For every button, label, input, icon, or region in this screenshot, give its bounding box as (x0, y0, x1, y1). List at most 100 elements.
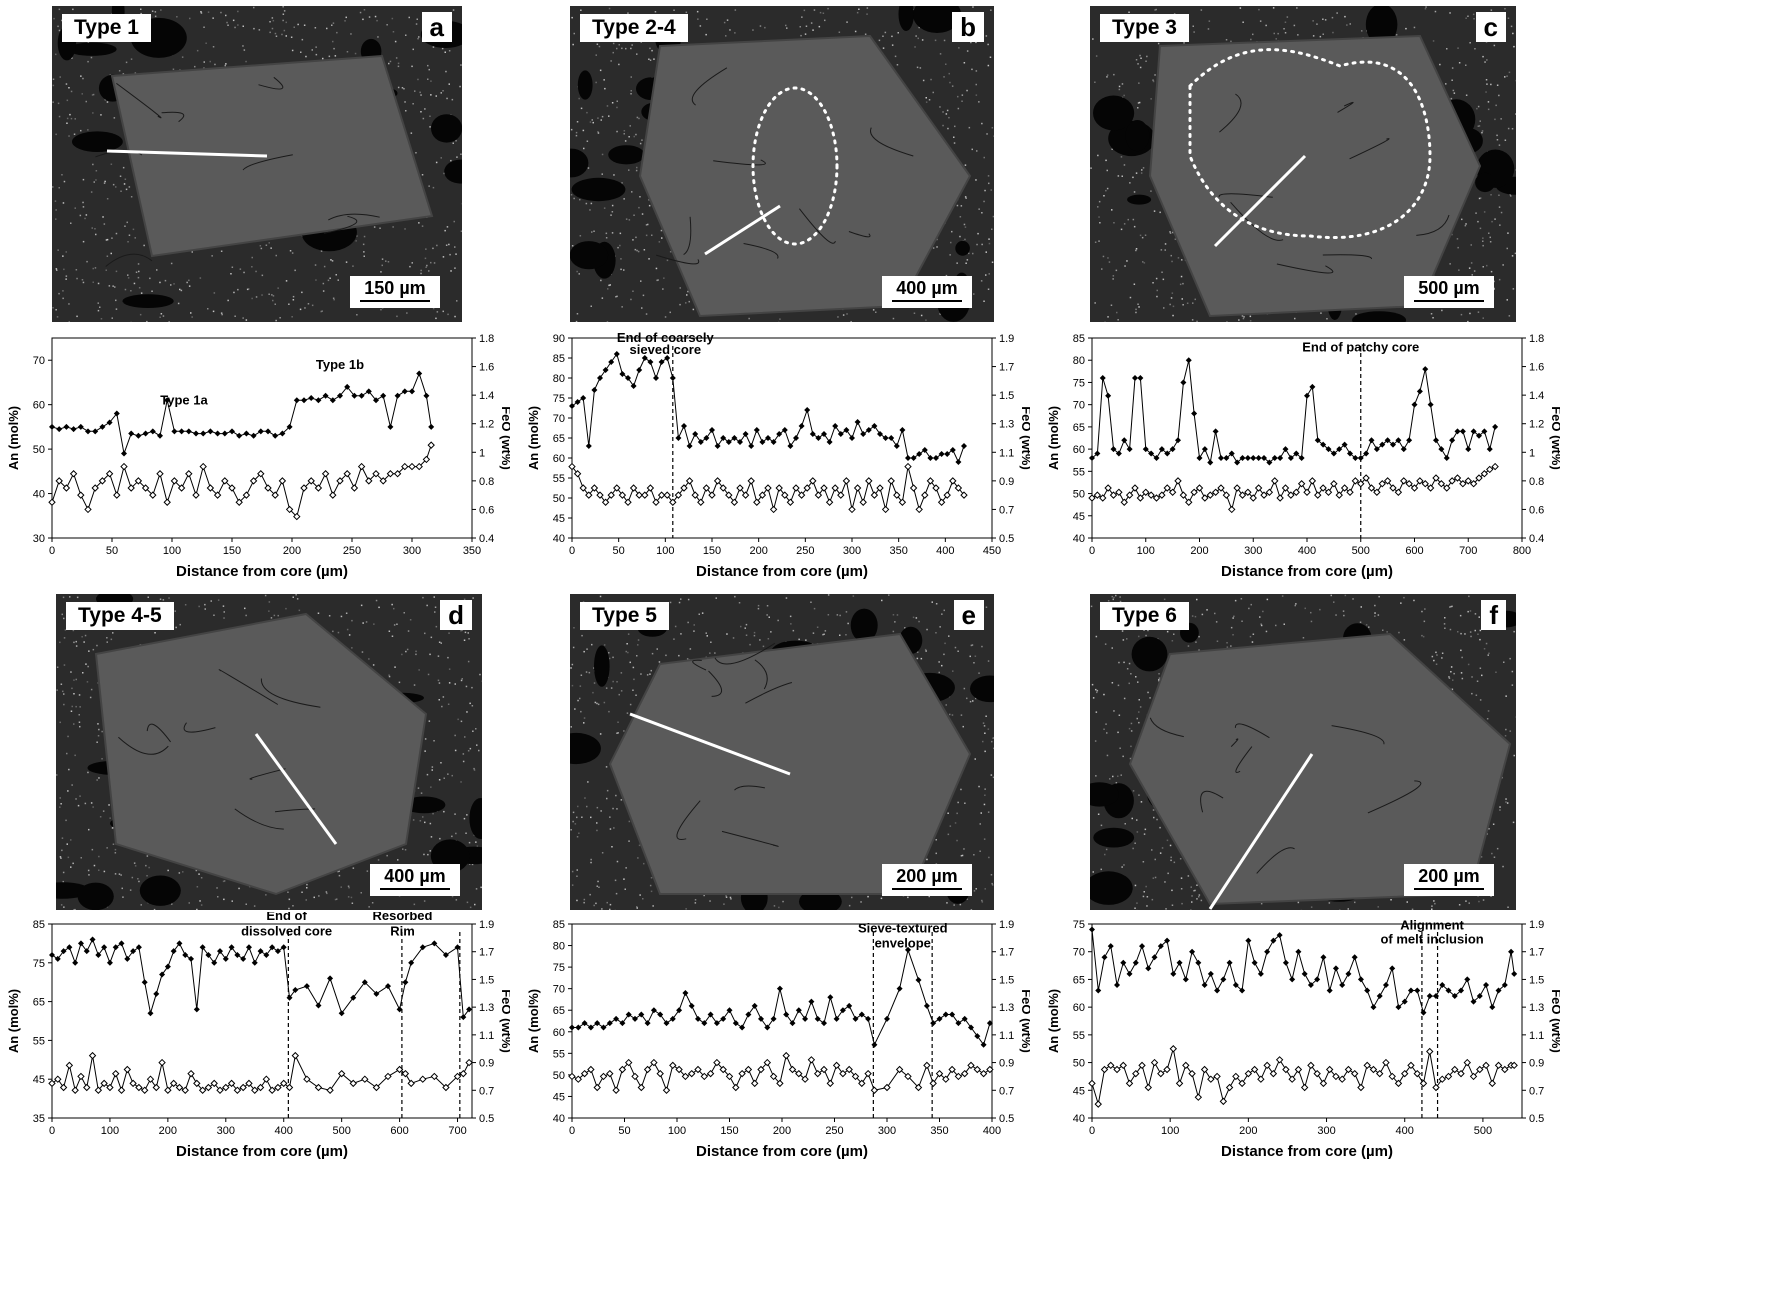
matrix-speck (352, 867, 355, 869)
matrix-speck (154, 632, 156, 634)
matrix-speck (1490, 270, 1493, 273)
matrix-speck (1304, 607, 1306, 610)
matrix-speck (641, 307, 643, 309)
matrix-speck (625, 218, 628, 220)
matrix-speck (601, 297, 604, 299)
matrix-speck (269, 31, 271, 34)
matrix-speck (1359, 621, 1362, 623)
matrix-speck (282, 13, 285, 15)
matrix-speck (255, 270, 257, 273)
matrix-speck (597, 131, 599, 133)
matrix-speck (449, 253, 451, 256)
matrix-speck (79, 795, 81, 797)
matrix-speck (87, 60, 89, 63)
matrix-speck (655, 267, 658, 270)
matrix-speck (401, 653, 403, 656)
matrix-speck (110, 163, 113, 165)
matrix-speck (264, 594, 267, 597)
matrix-speck (71, 705, 73, 708)
matrix-speck (575, 131, 578, 134)
matrix-speck (75, 678, 77, 681)
matrix-speck (200, 877, 203, 879)
matrix-speck (928, 99, 931, 101)
matrix-speck (1386, 631, 1388, 633)
matrix-speck (1169, 231, 1171, 233)
matrix-speck (961, 854, 964, 857)
matrix-speck (222, 605, 225, 607)
micrograph-e: Type 5 e 200 µm (570, 594, 994, 910)
matrix-speck (328, 55, 331, 58)
matrix-speck (1283, 28, 1285, 30)
matrix-speck (645, 234, 648, 237)
matrix-speck (987, 811, 990, 813)
matrix-speck (73, 723, 75, 725)
matrix-speck (462, 753, 465, 755)
matrix-speck (109, 817, 111, 819)
matrix-speck (1241, 620, 1243, 622)
matrix-speck (65, 819, 67, 822)
matrix-speck (1461, 656, 1463, 659)
matrix-speck (460, 630, 462, 632)
matrix-speck (611, 102, 614, 104)
panel-letter: d (440, 600, 472, 630)
matrix-speck (223, 611, 225, 613)
vesicle (122, 294, 174, 308)
matrix-speck (1467, 320, 1469, 322)
matrix-speck (891, 44, 894, 46)
matrix-speck (115, 270, 118, 273)
matrix-speck (1458, 904, 1461, 906)
matrix-speck (624, 140, 627, 142)
matrix-speck (1137, 303, 1139, 305)
matrix-speck (866, 13, 868, 15)
matrix-speck (61, 174, 63, 176)
matrix-speck (991, 882, 993, 885)
matrix-speck (935, 839, 937, 841)
matrix-speck (1469, 312, 1471, 315)
matrix-speck (135, 271, 138, 273)
plagioclase-crystal (638, 34, 972, 318)
matrix-speck (617, 721, 619, 723)
matrix-speck (633, 214, 635, 216)
matrix-speck (1496, 139, 1499, 141)
matrix-speck (636, 53, 638, 55)
matrix-speck (838, 31, 841, 33)
crack (1322, 254, 1372, 260)
matrix-speck (601, 153, 604, 156)
matrix-speck (1330, 594, 1332, 597)
matrix-speck (571, 16, 573, 19)
matrix-speck (85, 214, 88, 216)
matrix-speck (571, 870, 574, 873)
matrix-speck (1508, 71, 1511, 74)
matrix-speck (87, 869, 90, 872)
vesicle (608, 145, 645, 165)
matrix-speck (1097, 206, 1099, 208)
matrix-speck (1506, 75, 1508, 77)
matrix-speck (427, 853, 429, 856)
matrix-speck (1107, 257, 1109, 259)
matrix-speck (975, 697, 977, 700)
matrix-speck (60, 857, 62, 859)
matrix-speck (431, 769, 433, 771)
matrix-speck (217, 896, 219, 898)
matrix-speck (422, 816, 424, 818)
matrix-speck (393, 607, 395, 610)
matrix-speck (1445, 83, 1447, 85)
matrix-speck (444, 229, 446, 232)
matrix-speck (576, 875, 578, 877)
matrix-speck (983, 300, 985, 302)
matrix-speck (642, 294, 645, 297)
matrix-speck (268, 293, 270, 295)
matrix-speck (939, 106, 941, 108)
vesicle (1352, 311, 1407, 322)
matrix-speck (62, 880, 64, 883)
matrix-speck (433, 262, 436, 264)
matrix-speck (1482, 55, 1484, 58)
matrix-speck (987, 728, 990, 730)
matrix-speck (977, 232, 979, 235)
matrix-speck (1460, 313, 1463, 316)
matrix-speck (600, 279, 602, 282)
matrix-speck (1191, 319, 1194, 321)
matrix-speck (242, 45, 244, 47)
matrix-speck (1123, 94, 1125, 97)
matrix-speck (73, 133, 76, 135)
